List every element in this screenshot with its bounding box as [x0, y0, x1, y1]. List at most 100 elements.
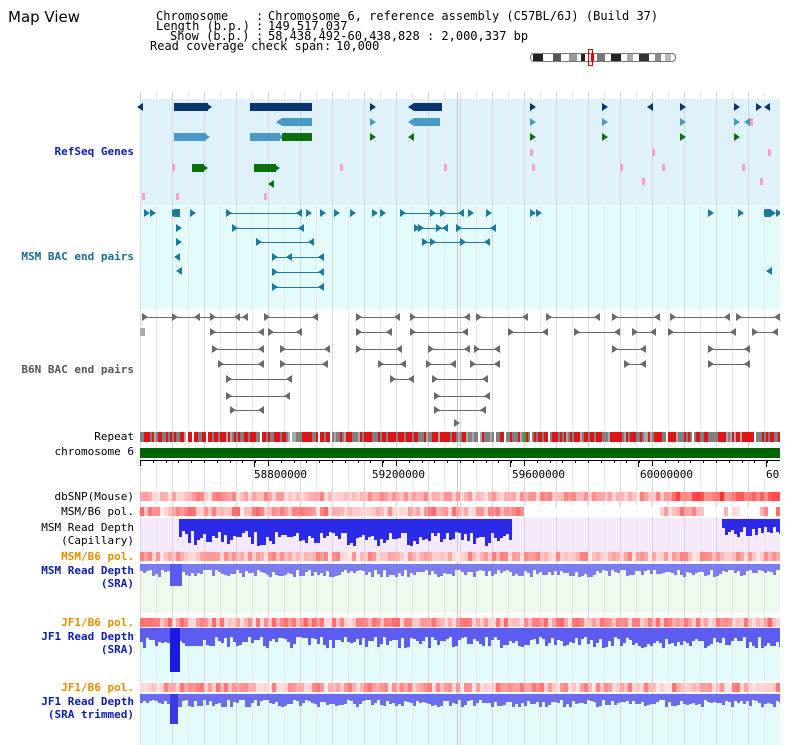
gene-arrow-left	[298, 224, 304, 232]
depth-bar	[425, 564, 428, 570]
heat-cell	[244, 492, 248, 501]
depth-bar	[599, 694, 602, 706]
repeat-segment	[676, 432, 678, 442]
depth-bar	[524, 564, 527, 571]
depth-bar	[311, 519, 314, 538]
msm-b6-pol-heatmap-2[interactable]	[140, 552, 780, 561]
jf1-read-depth-sra-plot[interactable]	[140, 628, 782, 680]
info-show-value: 58,438,492-60,438,828 : 2,000,337 bp	[268, 29, 529, 43]
depth-bar	[311, 694, 314, 703]
grid-line	[556, 92, 557, 745]
depth-bar	[533, 694, 536, 704]
gene-arrow-right	[612, 345, 618, 353]
repeat-segment	[294, 432, 296, 442]
heat-cell	[324, 618, 328, 627]
track-label-msm-b6-pol-1[interactable]: MSM/B6 pol.	[61, 505, 134, 518]
track-label-dbsnp[interactable]: dbSNP(Mouse)	[54, 490, 134, 503]
depth-bar	[494, 694, 497, 702]
heat-cell	[280, 618, 284, 627]
depth-bar	[737, 694, 740, 703]
axis-tick	[204, 460, 205, 463]
repeat-segment	[234, 432, 236, 442]
depth-bar	[287, 628, 290, 642]
axis-major-tick	[510, 460, 511, 467]
heat-cell	[472, 683, 476, 692]
track-label-b6n-bac[interactable]: B6N BAC end pairs	[21, 363, 134, 376]
axis-tick	[460, 460, 461, 463]
heat-cell	[628, 507, 632, 516]
heat-cell	[548, 683, 552, 692]
repeat-segment	[520, 432, 522, 442]
msm-read-depth-capillary-plot[interactable]	[140, 519, 782, 551]
jf1-read-depth-trimmed-plot[interactable]	[140, 694, 782, 744]
depth-bar	[584, 564, 587, 574]
depth-bar	[608, 694, 611, 705]
depth-bar	[449, 694, 452, 706]
heat-cell	[716, 683, 720, 692]
track-label-msm-depth-sra-1[interactable]: MSM Read Depth	[41, 564, 134, 577]
depth-bar	[161, 628, 164, 643]
heat-cell	[296, 507, 300, 516]
track-label-msm-b6-pol-2[interactable]: MSM/B6 pol.	[61, 550, 134, 563]
track-label-jf1-depth-sra-1[interactable]: JF1 Read Depth	[41, 630, 134, 643]
depth-bar	[653, 628, 656, 643]
track-label-msm-depth-cap-1[interactable]: MSM Read Depth	[41, 521, 134, 534]
heat-cell	[340, 618, 344, 627]
depth-bar	[203, 628, 206, 640]
jf1-b6-pol-heatmap-1[interactable]	[140, 618, 780, 627]
axis-major-tick	[638, 460, 639, 467]
jf1-b6-pol-heatmap-2[interactable]	[140, 683, 780, 692]
repeat-segment	[508, 432, 510, 442]
gene-arrow-right	[440, 209, 446, 217]
depth-bar	[776, 628, 779, 642]
heat-cell	[776, 492, 780, 501]
heat-cell	[316, 683, 320, 692]
track-label-repeat[interactable]: Repeat	[94, 430, 134, 443]
depth-bar	[743, 519, 746, 527]
depth-bar	[416, 519, 419, 544]
repeat-segment	[490, 432, 492, 442]
repeat-segment	[186, 432, 188, 442]
repeat-segment	[364, 432, 366, 442]
heat-cell	[160, 552, 164, 561]
depth-bar	[512, 694, 515, 707]
repeat-segment	[454, 432, 456, 442]
depth-bar	[278, 694, 281, 706]
depth-bar	[383, 628, 386, 637]
depth-bar	[347, 628, 350, 642]
depth-bar	[140, 694, 143, 703]
repeat-segment	[206, 432, 208, 442]
gene-arrow-left	[647, 103, 653, 111]
track-label-msm-bac[interactable]: MSM BAC end pairs	[21, 250, 134, 263]
dbsnp-heatmap[interactable]	[140, 492, 780, 501]
depth-bar	[398, 628, 401, 648]
gene-arrow-right	[454, 419, 460, 427]
heat-cell	[572, 552, 576, 561]
b6n-pair-line	[264, 317, 318, 318]
heat-cell	[688, 683, 692, 692]
heat-cell	[672, 618, 676, 627]
heat-cell	[660, 552, 664, 561]
msm-read-depth-sra-plot[interactable]	[140, 564, 782, 612]
chromosome-bar[interactable]	[140, 448, 780, 458]
track-label-refseq[interactable]: RefSeq Genes	[54, 145, 134, 158]
chromosome-ideogram[interactable]	[530, 53, 676, 62]
heat-cell	[164, 507, 168, 516]
repeat-track[interactable]	[140, 432, 780, 442]
heat-cell	[768, 552, 772, 561]
depth-bar	[713, 628, 716, 638]
gene-arrow-left	[258, 345, 264, 353]
grid-line	[444, 92, 445, 745]
track-label-chromosome[interactable]: chromosome 6	[54, 445, 134, 458]
heat-cell	[520, 618, 524, 627]
gene-arrow-left	[480, 406, 486, 414]
depth-bar	[752, 628, 755, 646]
gene-feature	[414, 103, 442, 111]
msm-b6-pol-heatmap-1[interactable]	[140, 507, 780, 516]
depth-bar	[743, 628, 746, 637]
track-label-jf1-b6-pol-1[interactable]: JF1/B6 pol.	[61, 616, 134, 629]
depth-bar	[770, 694, 773, 704]
heat-cell	[156, 552, 160, 561]
track-label-jf1-depth-trim-1[interactable]: JF1 Read Depth	[41, 695, 134, 708]
track-label-jf1-b6-pol-2[interactable]: JF1/B6 pol.	[61, 681, 134, 694]
